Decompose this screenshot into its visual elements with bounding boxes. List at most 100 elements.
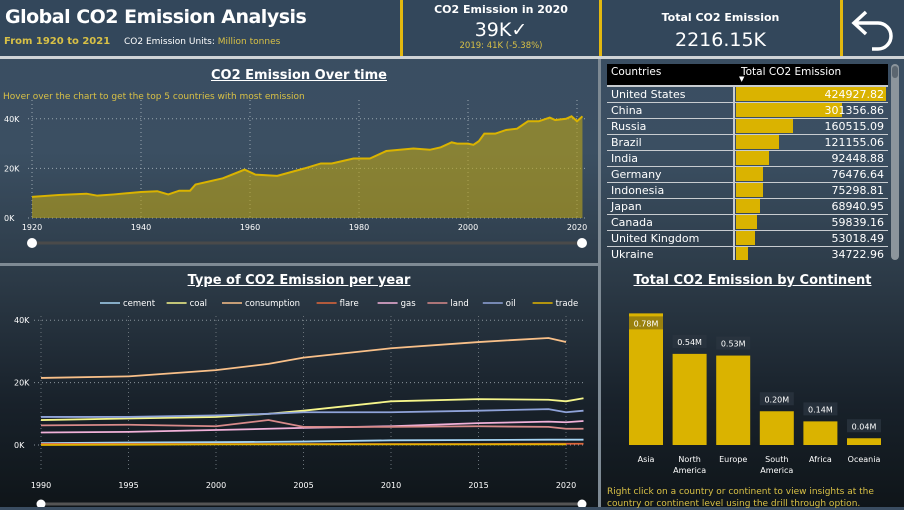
table-row[interactable]: China 301356.86 [607, 103, 888, 119]
category-label: Africa [809, 455, 832, 464]
table-row[interactable]: Brazil 121155.06 [607, 135, 888, 151]
countries-table: Countries Total CO2 Emission▼ United Sta… [607, 64, 888, 260]
country-name: India [607, 151, 735, 166]
x-tick-label: 1920 [22, 223, 42, 232]
x-tick-label: 2020 [556, 481, 576, 490]
country-name: Germany [607, 167, 735, 182]
continent-bar-chart[interactable]: 0.78MAsia0.54MNorthAmerica0.53MEurope0.2… [601, 290, 904, 485]
y-tick-label: 20K [14, 379, 30, 388]
emission-cell: 160515.09 [735, 119, 888, 134]
emission-value: 75298.81 [832, 184, 885, 197]
range-slider-handle-end [577, 238, 587, 248]
legend-item-flare: flare [340, 299, 359, 309]
units-label: CO2 Emission Units: Million tonnes [124, 37, 280, 47]
table-row[interactable]: Ukraine 34722.96 [607, 247, 888, 260]
data-label: 0.54M [677, 338, 702, 347]
table-row[interactable]: Indonesia 75298.81 [607, 183, 888, 199]
bar-south-america[interactable] [760, 411, 794, 445]
country-name: Ukraine [607, 247, 735, 260]
legend-item-coal: coal [190, 299, 207, 309]
kpi-value: 39K✓ [403, 19, 599, 41]
x-tick-label: 2020 [567, 223, 587, 232]
country-name: Indonesia [607, 183, 735, 198]
table-row[interactable]: United States 424927.82 [607, 87, 888, 103]
table-scrollbar[interactable] [891, 64, 899, 260]
country-name: Brazil [607, 135, 735, 150]
series-line-cement [41, 440, 584, 443]
emission-cell: 68940.95 [735, 199, 888, 214]
category-label: North [678, 455, 700, 464]
chart-title: Type of CO2 Emission per year [0, 273, 598, 288]
x-tick-label: 2005 [293, 481, 313, 490]
emission-cell: 92448.88 [735, 151, 888, 166]
emission-value: 424927.82 [825, 88, 885, 101]
bar-asia[interactable] [629, 313, 663, 445]
column-header-total[interactable]: Total CO2 Emission▼ [737, 64, 888, 85]
x-tick-label: 1990 [31, 481, 51, 490]
scrollbar-thumb[interactable] [892, 66, 898, 78]
kpi-2020-card: CO2 Emission in 2020 39K✓ 2019: 41K (-5.… [403, 3, 599, 51]
range-slider-handle-start [27, 238, 37, 248]
divider [840, 0, 843, 56]
emission-value: 68940.95 [832, 200, 885, 213]
data-bar [736, 199, 760, 213]
emission-value: 301356.86 [825, 104, 885, 117]
emission-cell: 424927.82 [735, 87, 888, 102]
country-name: China [607, 103, 735, 118]
bar-oceania[interactable] [847, 438, 881, 445]
divider [0, 263, 598, 266]
legend-item-land: land [450, 299, 468, 309]
series-line-land [41, 420, 584, 429]
data-label: 0.78M [634, 319, 659, 328]
check-icon: ✓ [511, 19, 527, 41]
column-header-total-text: Total CO2 Emission [741, 66, 841, 78]
data-label: 0.04M [852, 422, 877, 431]
emission-value: 121155.06 [825, 136, 885, 149]
country-name: Japan [607, 199, 735, 214]
data-bar [736, 151, 769, 165]
back-button[interactable] [846, 4, 898, 52]
emission-value: 34722.96 [832, 248, 885, 260]
bar-europe[interactable] [716, 356, 750, 445]
legend-item-gas: gas [401, 299, 417, 309]
chart-title: Total CO2 Emission by Continent [601, 273, 904, 288]
category-label: South [765, 455, 788, 464]
x-tick-label: 2010 [381, 481, 401, 490]
x-tick-label: 2015 [468, 481, 488, 490]
y-tick-label: 40K [14, 316, 30, 325]
range-slider-handle-end [578, 500, 587, 508]
legend-item-cement: cement [123, 299, 156, 309]
period-label: From 1920 to 2021 [4, 36, 110, 47]
data-bar [736, 119, 793, 133]
column-header-countries[interactable]: Countries [607, 64, 737, 85]
y-tick-label: 0K [14, 441, 25, 450]
legend-item-trade: trade [556, 299, 579, 309]
x-tick-label: 2000 [206, 481, 226, 490]
kpi-comparison: 2019: 41K (-5.38%) [403, 41, 599, 51]
data-bar [736, 167, 763, 181]
table-row[interactable]: Japan 68940.95 [607, 199, 888, 215]
legend-item-consumption: consumption [245, 299, 300, 309]
country-name: United States [607, 87, 735, 102]
emission-cell: 34722.96 [735, 247, 888, 260]
emission-cell: 76476.64 [735, 167, 888, 182]
bar-africa[interactable] [803, 421, 837, 445]
table-header: Countries Total CO2 Emission▼ [607, 64, 888, 85]
units-label-text: CO2 Emission Units: [124, 37, 215, 47]
table-body: United States 424927.82 China 301356.86 Russ… [607, 85, 888, 260]
category-label: America [673, 466, 706, 475]
data-label: 0.14M [808, 405, 833, 414]
units-value: Million tonnes [218, 37, 281, 47]
bar-north-america[interactable] [673, 354, 707, 445]
emission-value: 59839.16 [832, 216, 885, 229]
series-line-consumption [41, 338, 566, 378]
data-bar [736, 247, 748, 260]
category-label: America [760, 466, 793, 475]
